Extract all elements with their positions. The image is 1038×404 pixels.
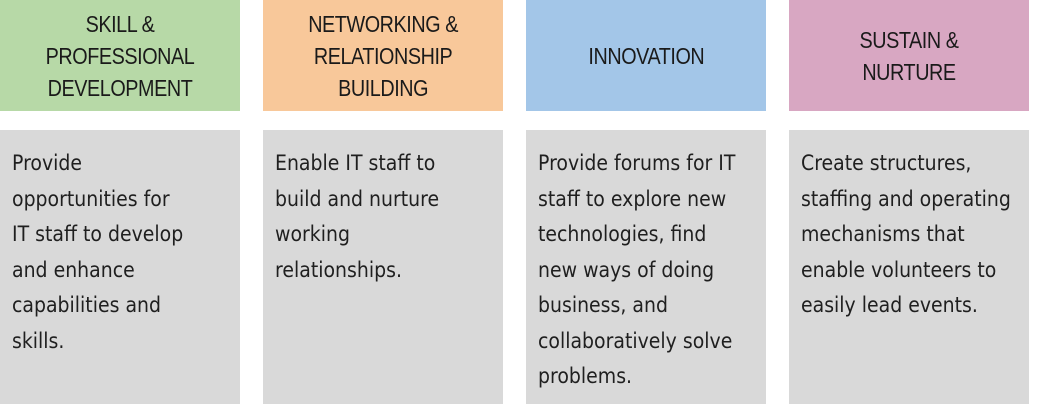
column-innovation: INNOVATION Provide forums for IT staff t…	[526, 0, 766, 404]
header-title: SKILL & PROFESSIONAL DEVELOPMENT	[45, 10, 195, 101]
description-text: Enable IT staff to build and nurture wor…	[275, 151, 440, 282]
column-skill-professional-development: SKILL & PROFESSIONAL DEVELOPMENT Provide…	[0, 0, 240, 404]
description-box: Enable IT staff to build and nurture wor…	[263, 130, 503, 404]
header-innovation: INNOVATION	[526, 0, 766, 111]
header-title: INNOVATION	[588, 42, 704, 69]
description-box: Create structures, staffing and operatin…	[789, 130, 1029, 404]
description-text: Create structures, staffing and operatin…	[801, 151, 1011, 317]
header-title: NETWORKING & RELATIONSHIP BUILDING	[308, 10, 458, 101]
header-sustain-nurture: SUSTAIN & NURTURE	[789, 0, 1029, 111]
header-skill-professional-development: SKILL & PROFESSIONAL DEVELOPMENT	[0, 0, 240, 111]
header-networking-relationship-building: NETWORKING & RELATIONSHIP BUILDING	[263, 0, 503, 111]
column-sustain-nurture: SUSTAIN & NURTURE Create structures, sta…	[789, 0, 1029, 404]
description-text: Provide opportunities for IT staff to de…	[12, 151, 184, 353]
description-box: Provide opportunities for IT staff to de…	[0, 130, 240, 404]
column-networking-relationship-building: NETWORKING & RELATIONSHIP BUILDING Enabl…	[263, 0, 503, 404]
description-box: Provide forums for IT staff to explore n…	[526, 130, 766, 404]
header-title: SUSTAIN & NURTURE	[859, 26, 959, 85]
description-text: Provide forums for IT staff to explore n…	[538, 151, 736, 388]
